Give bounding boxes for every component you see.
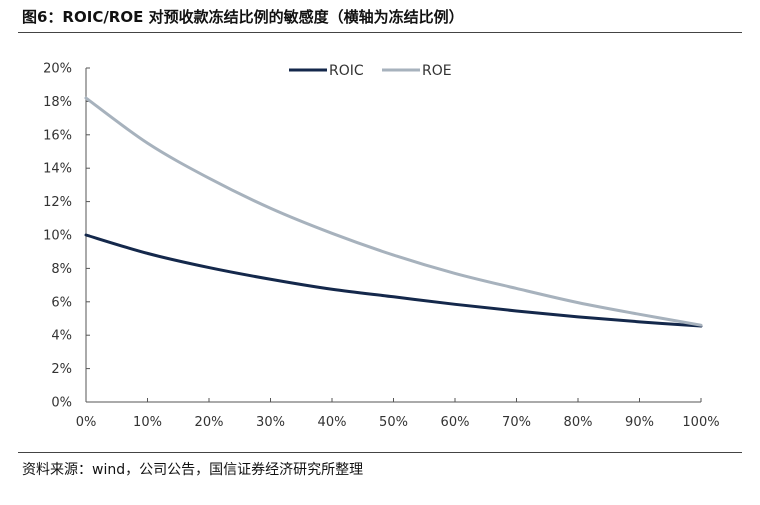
legend-label-roe: ROE <box>422 63 452 79</box>
source-note: 资料来源：wind，公司公告，国信证券经济研究所整理 <box>22 462 364 478</box>
y-tick-label: 12% <box>43 195 72 210</box>
y-tick-label: 2% <box>51 362 72 377</box>
y-tick-label: 6% <box>51 295 72 310</box>
chart-axes: 0% 2% 4% 6% 8% 10% 12% 14% 16% 18% 20% 0% 10% 20% 30% 4… <box>43 62 719 431</box>
x-tick-label: 90% <box>625 415 654 430</box>
series-line-roic <box>84 233 703 328</box>
y-tick-label: 18% <box>43 95 72 110</box>
chart-series <box>84 96 703 328</box>
chart-title: 图6：ROIC/ROE 对预收款冻结比例的敏感度（横轴为冻结比例） <box>22 8 464 26</box>
y-tick-label: 14% <box>43 162 72 177</box>
x-tick-label: 80% <box>564 415 593 430</box>
x-tick-label: 30% <box>256 415 285 430</box>
x-tick-label: 70% <box>502 415 531 430</box>
x-tick-label: 50% <box>379 415 408 430</box>
top-divider <box>18 32 742 33</box>
x-tick-label: 100% <box>682 415 719 430</box>
y-tick-label: 20% <box>43 62 72 77</box>
x-tick-label: 0% <box>76 415 97 430</box>
y-tick-label: 10% <box>43 229 72 244</box>
y-tick-label: 8% <box>51 262 72 277</box>
y-tick-label: 0% <box>51 396 72 411</box>
x-tick-label: 40% <box>318 415 347 430</box>
chart-legend: ROIC ROE <box>289 63 452 79</box>
y-tick-label: 4% <box>51 329 72 344</box>
x-tick-label: 60% <box>441 415 470 430</box>
legend-label-roic: ROIC <box>329 63 364 79</box>
x-tick-label: 20% <box>195 415 224 430</box>
x-tick-label: 10% <box>133 415 162 430</box>
bottom-divider <box>18 452 742 453</box>
series-line-roe <box>84 96 703 327</box>
y-tick-label: 16% <box>43 128 72 143</box>
